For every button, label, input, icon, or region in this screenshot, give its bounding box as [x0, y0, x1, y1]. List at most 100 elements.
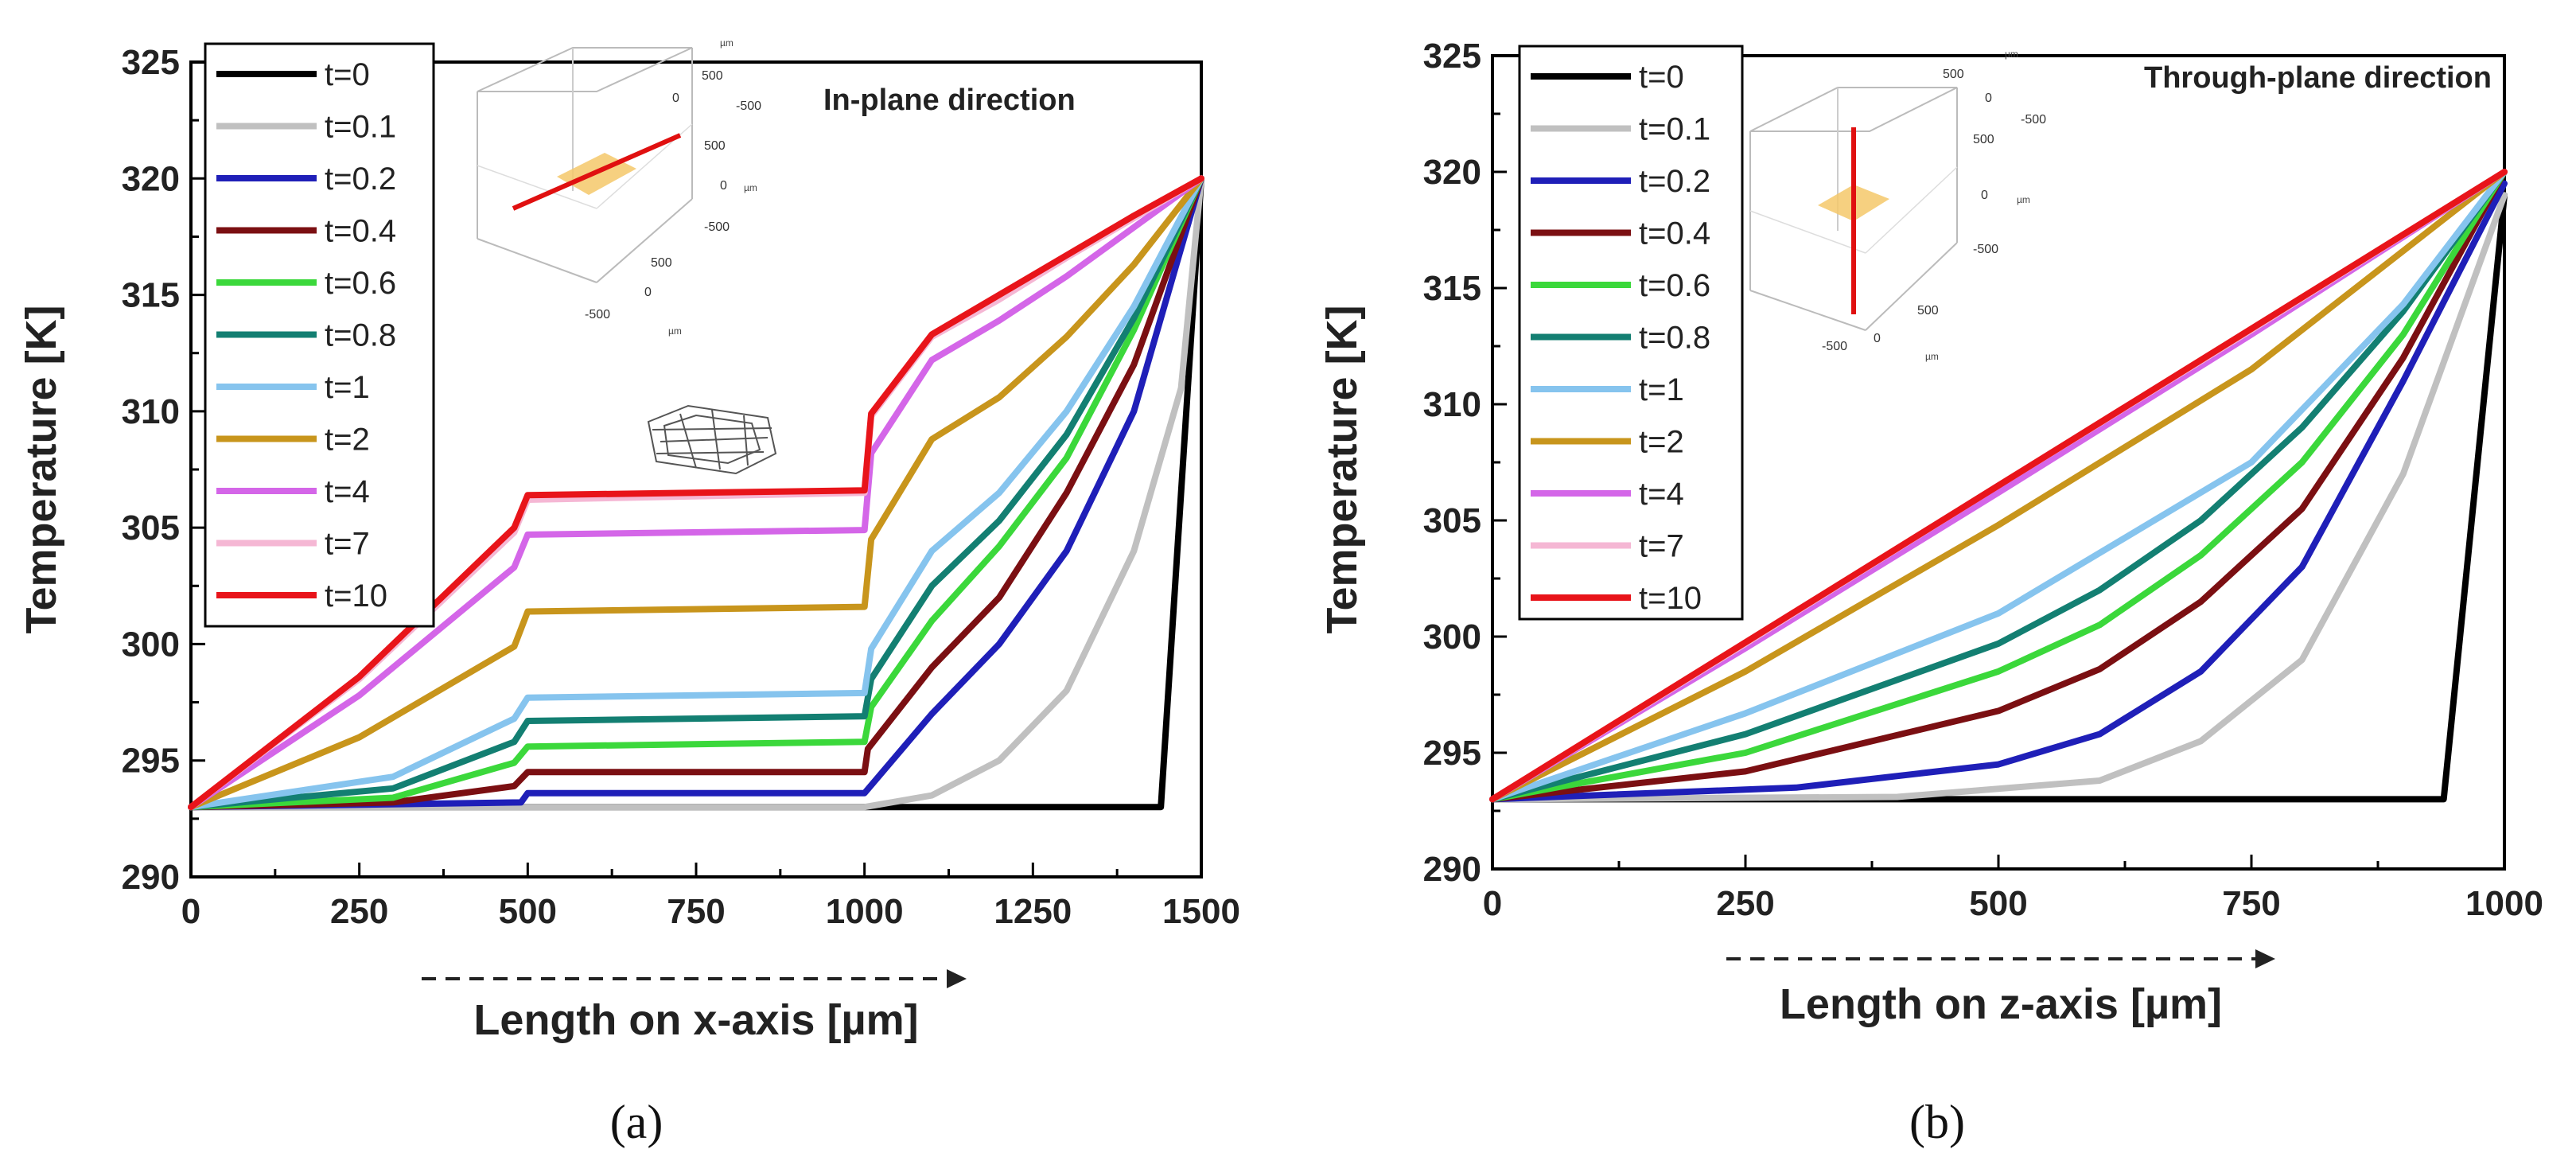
inset-unit-label: µm [2017, 194, 2030, 205]
y-tick-label: 320 [1423, 153, 1481, 192]
legend-label: t=0.2 [1639, 164, 1710, 199]
inset-3d-plot: 500 0 -500 500 0 -500 500 0 -500 µm µm µ… [1749, 49, 2046, 362]
series-line-t-0-6 [1489, 169, 2508, 803]
legend-items: t=0 t=0.1 t=0.2 t=0.4 t=0.6 t=0.8 t=1 t=2 t=4 t=7… [1531, 60, 1710, 616]
y-tick-label: 320 [122, 159, 180, 198]
legend-box [1518, 45, 1744, 621]
series-line-t-0-1 [1489, 192, 2508, 803]
inset-tick-label: 500 [702, 69, 723, 83]
inset-box-back [477, 47, 693, 92]
inset-unit-label: µm [744, 182, 757, 193]
series-line-t-0-2 [188, 175, 1204, 811]
inset-box-edge [477, 238, 597, 283]
inset-unit-label: µm [1925, 351, 1939, 362]
inset-tick-label: 500 [704, 139, 726, 153]
inset-tick-label: -500 [1973, 243, 1998, 256]
x-tick-label: 500 [499, 892, 557, 931]
series-line-t-10 [188, 175, 1204, 811]
lattice-bond [711, 409, 721, 470]
x-tick-label: 250 [1716, 884, 1774, 923]
y-tick-label: 315 [1423, 269, 1481, 308]
x-axis-ticks: 0 250 500 750 1000 1250 1500 [181, 863, 1240, 931]
legend-label: t=0.1 [1639, 112, 1710, 147]
series-line-t-10 [1489, 169, 2508, 803]
x-tick-label: 0 [181, 892, 200, 931]
y-tick-label: 290 [1423, 850, 1481, 889]
y-tick-label: 315 [122, 276, 180, 315]
y-tick-label: 295 [122, 742, 180, 781]
series-line-t-0-2 [1489, 180, 2508, 803]
graphene-lattice-icon [647, 404, 777, 475]
series-line-t-0-4 [1489, 169, 2508, 803]
y-axis-ticks: 290 295 300 305 310 315 320 325 [1423, 37, 1507, 889]
inset-tick-label: 500 [1917, 304, 1939, 317]
inset-tick-label: -500 [704, 220, 730, 234]
series-lines [1489, 169, 2508, 803]
inset-grid [1749, 210, 1866, 254]
x-tick-label: 1250 [994, 892, 1072, 931]
panel-a-chart: 290 295 300 305 310 315 320 325 0 250 500 750 1000 1… [18, 37, 1240, 1148]
series-lines [188, 175, 1204, 811]
inset-tick-label: 0 [1981, 189, 1988, 202]
legend: t=0 t=0.1 t=0.2 t=0.4 t=0.6 t=0.8 t=1 t=2 t=4 t=7… [1518, 45, 1744, 621]
inset-box-back [1749, 87, 1958, 132]
legend-label: t=2 [1639, 425, 1684, 460]
inset-tick-label: -500 [736, 99, 761, 113]
series-line-t-2 [1489, 169, 2508, 803]
y-tick-label: 310 [1423, 385, 1481, 424]
legend-label: t=1 [1639, 372, 1684, 407]
legend-label: t=0.8 [1639, 321, 1710, 356]
x-tick-label: 1000 [826, 892, 904, 931]
series-line-t-1 [1489, 169, 2508, 803]
legend-items: t=0 t=0.1 t=0.2 t=0.4 t=0.6 t=0.8 t=1 t=2 t=4 t=7… [216, 57, 396, 614]
series-line-t-0-4 [188, 175, 1204, 811]
y-tick-label: 300 [1423, 617, 1481, 656]
inset-tick-label: 0 [644, 286, 652, 299]
lattice-bond [743, 415, 749, 466]
lattice-outline [663, 414, 761, 465]
x-axis-arrow-head [947, 969, 967, 988]
inset-probe-line [512, 133, 682, 211]
legend-label: t=0.6 [1639, 268, 1710, 303]
x-tick-label: 500 [1969, 884, 2027, 923]
x-axis-title: Length on x-axis [µm] [473, 996, 918, 1044]
inset-tick-label: 500 [1943, 68, 1964, 81]
y-tick-label: 325 [122, 43, 180, 82]
legend-label: t=0 [1639, 60, 1684, 95]
inset-tick-label: 500 [1973, 133, 1994, 146]
series-line-t-0-8 [1489, 169, 2508, 803]
panel-label-b: (b) [1909, 1096, 1965, 1148]
x-tick-label: 1500 [1162, 892, 1240, 931]
legend: t=0 t=0.1 t=0.2 t=0.4 t=0.6 t=0.8 t=1 t=2 t=4 t=7… [204, 42, 435, 628]
inset-3d-plot: 500 0 -500 500 0 -500 500 0 -500 µm µm µ… [477, 37, 761, 337]
series-line-t-0-1 [188, 175, 1204, 811]
legend-box [204, 42, 435, 628]
x-tick-label: 250 [330, 892, 388, 931]
legend-label: t=0.1 [325, 110, 396, 145]
legend-label: t=0 [325, 57, 370, 92]
inset-unit-label: µm [668, 325, 682, 337]
legend-label: t=2 [325, 423, 370, 458]
y-tick-label: 305 [1423, 501, 1481, 540]
inset-tick-label: 0 [672, 92, 679, 105]
series-line-t-0-8 [188, 175, 1204, 811]
x-tick-label: 0 [1483, 884, 1502, 923]
inset-box-edge [1865, 242, 1958, 331]
y-tick-label: 300 [122, 625, 180, 664]
inset-tick-label: -500 [1822, 340, 1847, 353]
y-tick-label: 290 [122, 858, 180, 897]
legend-label: t=0.2 [325, 162, 396, 197]
series-line-t-0-6 [188, 175, 1204, 811]
inset-unit-label: µm [720, 37, 733, 49]
y-tick-label: 325 [1423, 37, 1481, 76]
y-tick-label: 295 [1423, 734, 1481, 773]
legend-label: t=0.8 [325, 318, 396, 353]
y-axis-ticks: 290 295 300 305 310 315 320 325 [122, 43, 205, 897]
inset-tick-label: 0 [1874, 332, 1881, 345]
legend-label: t=4 [1639, 477, 1684, 512]
inset-tick-label: 0 [1985, 92, 1992, 105]
panel-label-a: (a) [610, 1096, 663, 1148]
inset-tick-label: -500 [585, 308, 610, 321]
